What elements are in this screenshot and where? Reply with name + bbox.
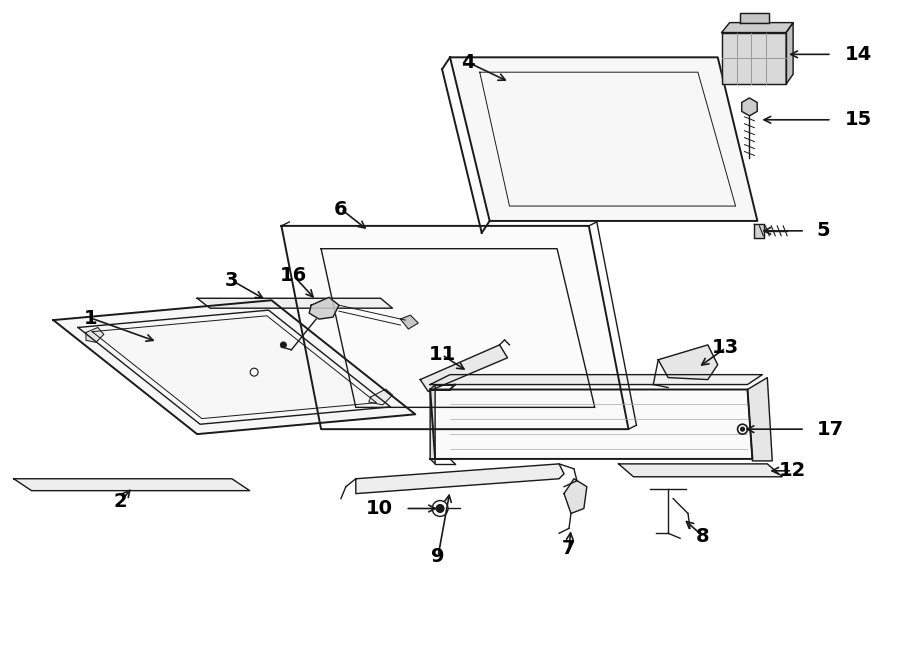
Polygon shape bbox=[740, 13, 770, 23]
Polygon shape bbox=[754, 224, 764, 238]
Polygon shape bbox=[86, 328, 104, 342]
Circle shape bbox=[281, 342, 286, 348]
Text: 1: 1 bbox=[85, 308, 98, 328]
Polygon shape bbox=[420, 345, 508, 391]
Polygon shape bbox=[310, 297, 339, 319]
Text: 11: 11 bbox=[428, 346, 455, 364]
Polygon shape bbox=[430, 375, 762, 385]
Text: 13: 13 bbox=[712, 338, 739, 357]
Text: 12: 12 bbox=[778, 461, 806, 481]
Text: 7: 7 bbox=[562, 539, 576, 557]
Polygon shape bbox=[356, 464, 564, 494]
Text: 2: 2 bbox=[114, 492, 128, 511]
Polygon shape bbox=[787, 23, 793, 84]
Polygon shape bbox=[14, 479, 249, 491]
Polygon shape bbox=[658, 345, 717, 379]
Polygon shape bbox=[722, 32, 787, 84]
Polygon shape bbox=[53, 301, 415, 434]
Polygon shape bbox=[430, 389, 752, 459]
Text: 3: 3 bbox=[225, 271, 238, 290]
Text: 16: 16 bbox=[280, 266, 307, 285]
Polygon shape bbox=[197, 299, 392, 308]
Circle shape bbox=[436, 504, 444, 512]
Polygon shape bbox=[282, 226, 628, 429]
Text: 15: 15 bbox=[845, 111, 872, 129]
Polygon shape bbox=[722, 23, 793, 32]
Text: 17: 17 bbox=[817, 420, 844, 439]
Polygon shape bbox=[400, 315, 418, 329]
Text: 6: 6 bbox=[334, 199, 347, 218]
Polygon shape bbox=[564, 479, 587, 514]
Text: 8: 8 bbox=[696, 527, 710, 545]
Text: 4: 4 bbox=[461, 53, 474, 71]
Polygon shape bbox=[369, 389, 392, 405]
Circle shape bbox=[741, 427, 744, 431]
Polygon shape bbox=[742, 98, 757, 116]
Polygon shape bbox=[450, 58, 758, 221]
Text: 10: 10 bbox=[365, 499, 392, 518]
Polygon shape bbox=[430, 385, 435, 464]
Text: 5: 5 bbox=[817, 221, 831, 240]
Text: 14: 14 bbox=[845, 45, 872, 64]
Text: 9: 9 bbox=[431, 547, 445, 565]
Polygon shape bbox=[748, 377, 772, 461]
Polygon shape bbox=[618, 464, 782, 477]
